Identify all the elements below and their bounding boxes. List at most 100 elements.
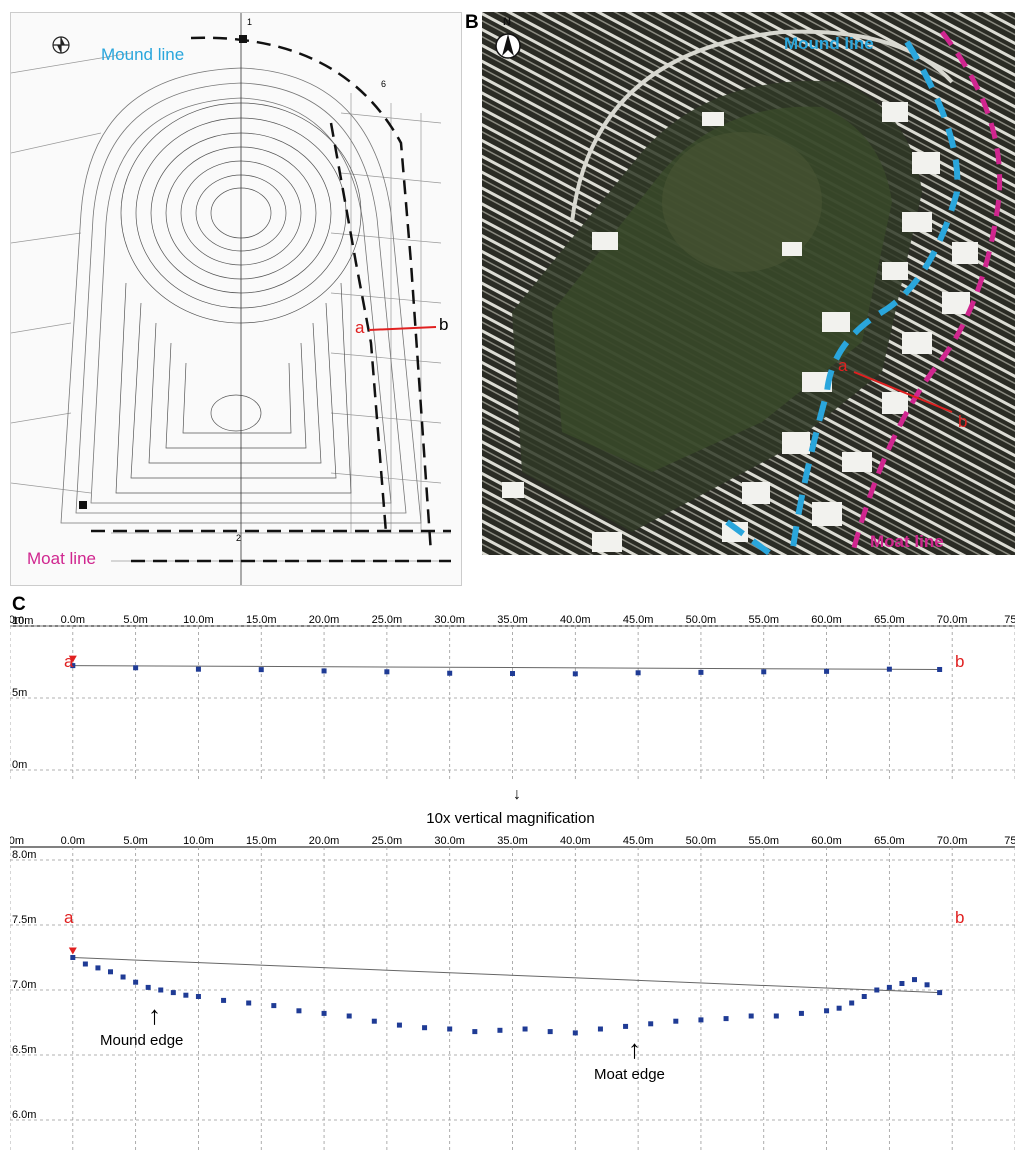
x-tick-label: 5.0m (123, 835, 147, 847)
data-point (623, 1023, 629, 1029)
x-tick-label: 0.0m (61, 614, 85, 626)
data-point (912, 977, 917, 983)
marker-1: 1 (247, 17, 253, 27)
data-point (246, 1000, 252, 1006)
north-label: N (503, 16, 511, 28)
data-point (170, 990, 176, 996)
topographic-map: Mound line Moat line a b 2 1 6 (10, 12, 462, 586)
data-point (861, 994, 867, 999)
data-point (773, 1013, 779, 1019)
data-point (221, 997, 227, 1003)
y-tick-label: 7.5m (12, 914, 36, 926)
x-tick-label: 25.0m (372, 835, 403, 847)
chord-line (72, 665, 940, 670)
mound-line-label: Mound line (101, 45, 185, 64)
data-point (296, 1008, 302, 1014)
data-point (384, 669, 390, 675)
data-point (547, 1029, 553, 1035)
data-point (886, 666, 892, 672)
y-tick-label: 5m (12, 687, 27, 699)
magnification-note: 10x vertical magnification (426, 810, 595, 827)
x-tick-label: 50.0m (686, 614, 717, 626)
data-point (346, 1013, 352, 1019)
data-point (899, 981, 905, 986)
x-tick-label: 75.0 (1004, 835, 1015, 847)
start-marker (68, 655, 77, 663)
data-point (183, 992, 189, 998)
x-tick-label: 70.0m (937, 614, 968, 626)
data-point (422, 1025, 428, 1031)
profile-chart-bottom: -5.0m 0.0m 5.0m 10.0m 15.0m 20.0m 25.0m 30.0m 35… (10, 835, 1015, 1150)
data-point (874, 987, 880, 993)
moat-edge-annotation: Moat edge (594, 1066, 665, 1083)
profile-top-label-a: a (64, 652, 74, 671)
start-marker (68, 947, 77, 955)
data-point (95, 965, 101, 971)
x-tick-label: 15.0m (246, 835, 277, 847)
data-point (472, 1029, 478, 1035)
x-tick-label: 20.0m (309, 614, 340, 626)
x-tick-label: 35.0m (497, 614, 528, 626)
profile-top-label-b: b (955, 652, 965, 671)
x-tick-label: 55.0m (748, 614, 779, 626)
x-tick-label: 20.0m (309, 835, 340, 847)
data-point (510, 671, 515, 677)
data-point (849, 1000, 855, 1006)
data-point (447, 1026, 453, 1032)
section-point-a-b: a (838, 356, 848, 375)
data-point (133, 979, 139, 985)
x-tick-label: 70.0m (937, 835, 968, 847)
data-point (133, 665, 139, 671)
data-point (723, 1016, 729, 1022)
data-point (798, 1010, 804, 1016)
data-point (748, 1013, 754, 1019)
data-point (158, 987, 164, 993)
x-tick-label: 15.0m (246, 614, 277, 626)
x-tick-label: 10.0m (183, 835, 214, 847)
data-point (258, 667, 264, 673)
data-point (886, 984, 892, 990)
data-point (396, 1022, 402, 1028)
up-arrow-icon: ↑ (148, 1000, 161, 1030)
data-point (120, 974, 126, 980)
data-point (82, 961, 88, 967)
x-tick-label: 25.0m (372, 614, 403, 626)
x-tick-label: 45.0m (623, 614, 654, 626)
data-point (70, 663, 76, 669)
data-point (195, 994, 201, 999)
data-point (698, 1017, 704, 1023)
x-tick-label: 50.0m (686, 835, 717, 847)
data-point (924, 982, 930, 988)
y-tick-label: 8.0m (12, 849, 36, 861)
x-tick-label: 30.0m (434, 835, 465, 847)
data-point (572, 1030, 578, 1036)
y-tick-label: 10m (12, 615, 33, 627)
x-tick-label: 65.0m (874, 614, 905, 626)
data-point (937, 666, 943, 672)
x-tick-label: 55.0m (748, 835, 779, 847)
down-arrow-icon: ↓ (513, 786, 521, 803)
x-tick-label: -5.0m (10, 835, 24, 847)
data-point (597, 1026, 603, 1032)
section-point-b: b (439, 315, 449, 334)
data-point (321, 1010, 327, 1016)
data-point (70, 955, 76, 960)
panel-label-c: C (12, 594, 26, 615)
data-point (522, 1026, 528, 1032)
data-point (648, 1021, 654, 1027)
y-tick-label: 0m (12, 759, 27, 771)
data-point (824, 1008, 830, 1014)
mound-line-label-b: Mound line (784, 34, 874, 53)
data-point (698, 669, 704, 675)
moat-line-label: Moat line (27, 549, 96, 568)
moat-line-label-b: Moat line (870, 532, 944, 551)
x-tick-label: 60.0m (811, 614, 842, 626)
x-tick-label: 40.0m (560, 835, 591, 847)
data-point (673, 1018, 679, 1024)
data-point (108, 969, 113, 975)
x-tick-label: 35.0m (497, 835, 528, 847)
x-tick-label: 45.0m (623, 835, 654, 847)
x-tick-label: 0.0m (61, 835, 85, 847)
data-point (761, 669, 767, 675)
mound-edge-annotation: Mound edge (100, 1032, 184, 1049)
